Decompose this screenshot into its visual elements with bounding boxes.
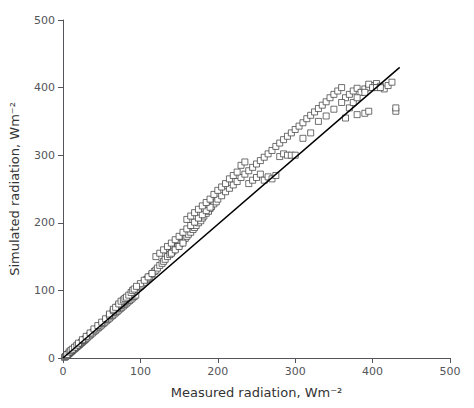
svg-text:300: 300 [285,365,306,378]
svg-text:200: 200 [34,216,55,229]
svg-text:0: 0 [60,365,67,378]
svg-text:Simulated radiation, Wm⁻²: Simulated radiation, Wm⁻² [7,102,22,276]
svg-text:300: 300 [34,149,55,162]
svg-text:100: 100 [130,365,151,378]
svg-text:500: 500 [34,14,55,27]
svg-text:200: 200 [207,365,228,378]
svg-text:400: 400 [362,365,383,378]
svg-text:500: 500 [440,365,461,378]
svg-text:400: 400 [34,81,55,94]
svg-text:0: 0 [48,352,55,365]
svg-text:100: 100 [34,284,55,297]
svg-text:Measured radiation, Wm⁻²: Measured radiation, Wm⁻² [171,385,343,400]
